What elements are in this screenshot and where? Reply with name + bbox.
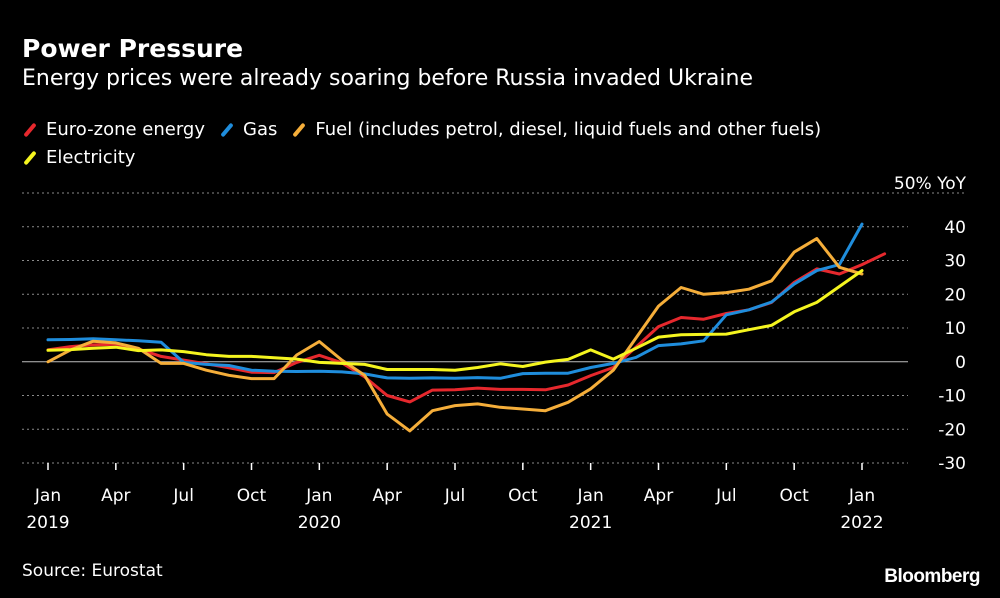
y-unit-label: 50% YoY — [894, 174, 967, 194]
bloomberg-logo: Bloomberg — [884, 566, 980, 587]
y-tick-label: -20 — [938, 420, 966, 440]
x-tick-label: Oct — [779, 486, 809, 506]
y-tick-label: 30 — [944, 252, 966, 272]
x-tick-label: Jul — [444, 486, 466, 506]
x-tick-label: Jan — [577, 486, 604, 506]
x-tick-label: Oct — [508, 486, 538, 506]
y-tick-label: 0 — [955, 353, 966, 373]
legend-label: Euro-zone energy — [46, 119, 206, 140]
y-tick-label: 10 — [944, 319, 966, 339]
legend-item-gas: Gas — [219, 116, 277, 144]
legend-item-fuel: Fuel (includes petrol, diesel, liquid fu… — [291, 116, 821, 144]
chart-title: Power Pressure — [22, 34, 244, 63]
chart-subtitle: Energy prices were already soaring befor… — [22, 66, 753, 91]
legend-item-electricity: Electricity — [22, 144, 135, 172]
x-tick-label: Jul — [715, 486, 737, 506]
x-year-label: 2022 — [840, 513, 883, 533]
legend-label: Gas — [243, 119, 278, 140]
x-tick-label: Apr — [372, 486, 401, 506]
x-tick-label: Oct — [237, 486, 267, 506]
x-year-label: 2019 — [26, 513, 69, 533]
x-tick-label: Jul — [172, 486, 194, 506]
x-tick-label: Jan — [848, 486, 875, 506]
legend-label: Fuel (includes petrol, diesel, liquid fu… — [315, 119, 822, 140]
y-tick-label: 40 — [944, 218, 966, 238]
x-year-label: 2020 — [298, 513, 341, 533]
x-year-label: 2021 — [569, 513, 612, 533]
x-tick-label: Apr — [644, 486, 673, 506]
x-tick-label: Jan — [34, 486, 61, 506]
y-tick-label: -10 — [938, 387, 966, 407]
x-tick-label: Apr — [101, 486, 130, 506]
y-tick-label: 20 — [944, 285, 966, 305]
y-tick-label: -30 — [938, 454, 966, 474]
series-line-electricity — [46, 269, 864, 372]
source-note: Source: Eurostat — [22, 561, 163, 581]
series-line-fuel — [46, 237, 864, 433]
legend-label: Electricity — [46, 147, 136, 168]
legend-item-euro-zone-energy: Euro-zone energy — [22, 116, 205, 144]
x-tick-label: Jan — [305, 486, 332, 506]
chart-legend: Euro-zone energy Gas Fuel (includes petrol… — [22, 116, 982, 172]
series-line-gas — [46, 222, 864, 380]
